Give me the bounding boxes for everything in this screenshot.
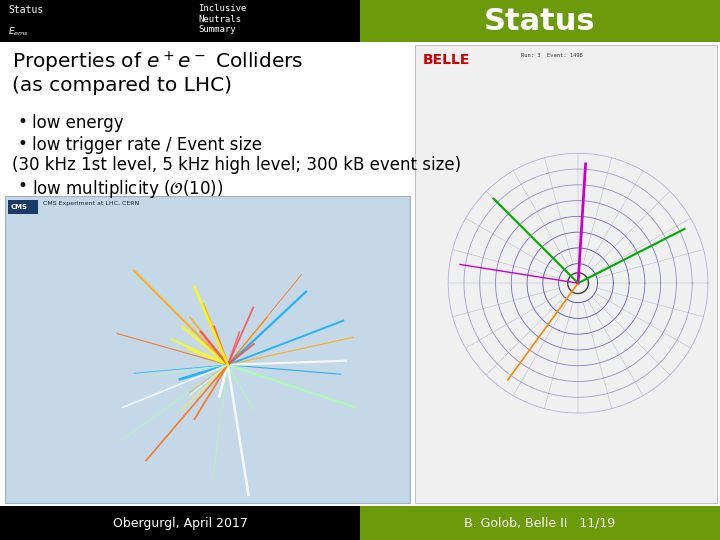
Bar bbox=[7, 198, 408, 501]
Bar bbox=[360, 0, 720, 42]
Bar bbox=[0, 506, 360, 540]
Bar bbox=[5, 196, 410, 503]
Text: •: • bbox=[18, 113, 28, 131]
Bar bbox=[360, 506, 720, 540]
Text: Status: Status bbox=[8, 5, 43, 15]
Text: low energy: low energy bbox=[32, 114, 124, 132]
Text: Inclusive
Neutrals
Summary: Inclusive Neutrals Summary bbox=[198, 4, 246, 35]
Text: Obergurgl, April 2017: Obergurgl, April 2017 bbox=[112, 516, 248, 530]
Text: CMS: CMS bbox=[11, 204, 28, 210]
Text: •: • bbox=[18, 177, 28, 195]
Text: low trigger rate / Event size: low trigger rate / Event size bbox=[32, 136, 262, 154]
Text: CMS Experiment at LHC, CERN: CMS Experiment at LHC, CERN bbox=[43, 201, 139, 206]
Text: (30 kHz 1st level, 5 kHz high level; 300 kB event size): (30 kHz 1st level, 5 kHz high level; 300… bbox=[12, 156, 461, 174]
Text: BELLE: BELLE bbox=[423, 53, 470, 67]
Text: (as compared to LHC): (as compared to LHC) bbox=[12, 76, 232, 95]
Bar bbox=[0, 0, 360, 42]
Text: $E_{ems}$: $E_{ems}$ bbox=[8, 25, 29, 38]
Text: Properties of $e^+e^-$ Colliders: Properties of $e^+e^-$ Colliders bbox=[12, 50, 303, 75]
Bar bbox=[8, 200, 38, 214]
Text: low multiplicity ($\mathcal{O}$(10)): low multiplicity ($\mathcal{O}$(10)) bbox=[32, 178, 223, 200]
Text: •: • bbox=[18, 135, 28, 153]
Bar bbox=[415, 45, 717, 503]
Text: Status: Status bbox=[484, 6, 596, 36]
Text: Run: 3  Event: 1498: Run: 3 Event: 1498 bbox=[521, 53, 582, 58]
Text: B. Golob, Belle II   11/19: B. Golob, Belle II 11/19 bbox=[464, 516, 616, 530]
